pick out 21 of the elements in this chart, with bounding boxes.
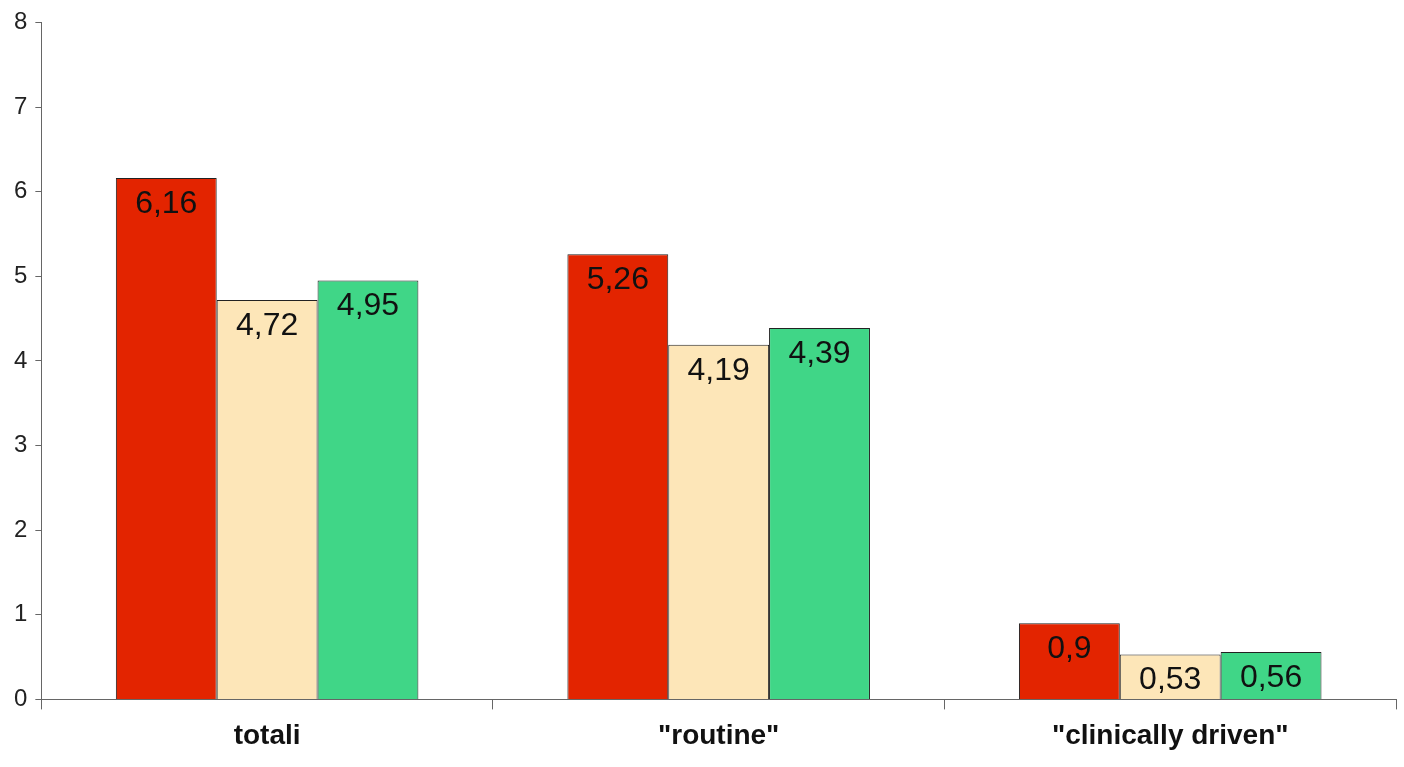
data-label: 4,95 bbox=[336, 286, 400, 323]
data-label: 4,19 bbox=[687, 350, 750, 387]
data-label: 0,56 bbox=[1239, 657, 1303, 694]
y-tick-label: 0 bbox=[13, 684, 28, 712]
y-tick-label: 6 bbox=[13, 176, 28, 204]
y-tick-label: 4 bbox=[13, 345, 28, 373]
x-tick-label: "routine" bbox=[657, 718, 780, 750]
data-label: 5,26 bbox=[586, 260, 649, 297]
data-label: 0,9 bbox=[1047, 629, 1092, 666]
y-tick-label: 2 bbox=[13, 514, 28, 542]
data-label: 0,53 bbox=[1139, 660, 1202, 697]
data-label: 4,39 bbox=[788, 333, 851, 370]
data-label: 6,16 bbox=[135, 183, 198, 220]
data-label: 4,72 bbox=[235, 305, 299, 342]
x-tick-label: "clinically driven" bbox=[1051, 718, 1289, 750]
y-tick-label: 8 bbox=[13, 7, 28, 35]
y-tick-label: 7 bbox=[13, 91, 28, 119]
y-tick-label: 3 bbox=[13, 430, 28, 458]
y-tick-label: 1 bbox=[13, 599, 28, 627]
x-tick-label: totali bbox=[233, 718, 301, 750]
y-tick-label: 5 bbox=[13, 260, 28, 288]
